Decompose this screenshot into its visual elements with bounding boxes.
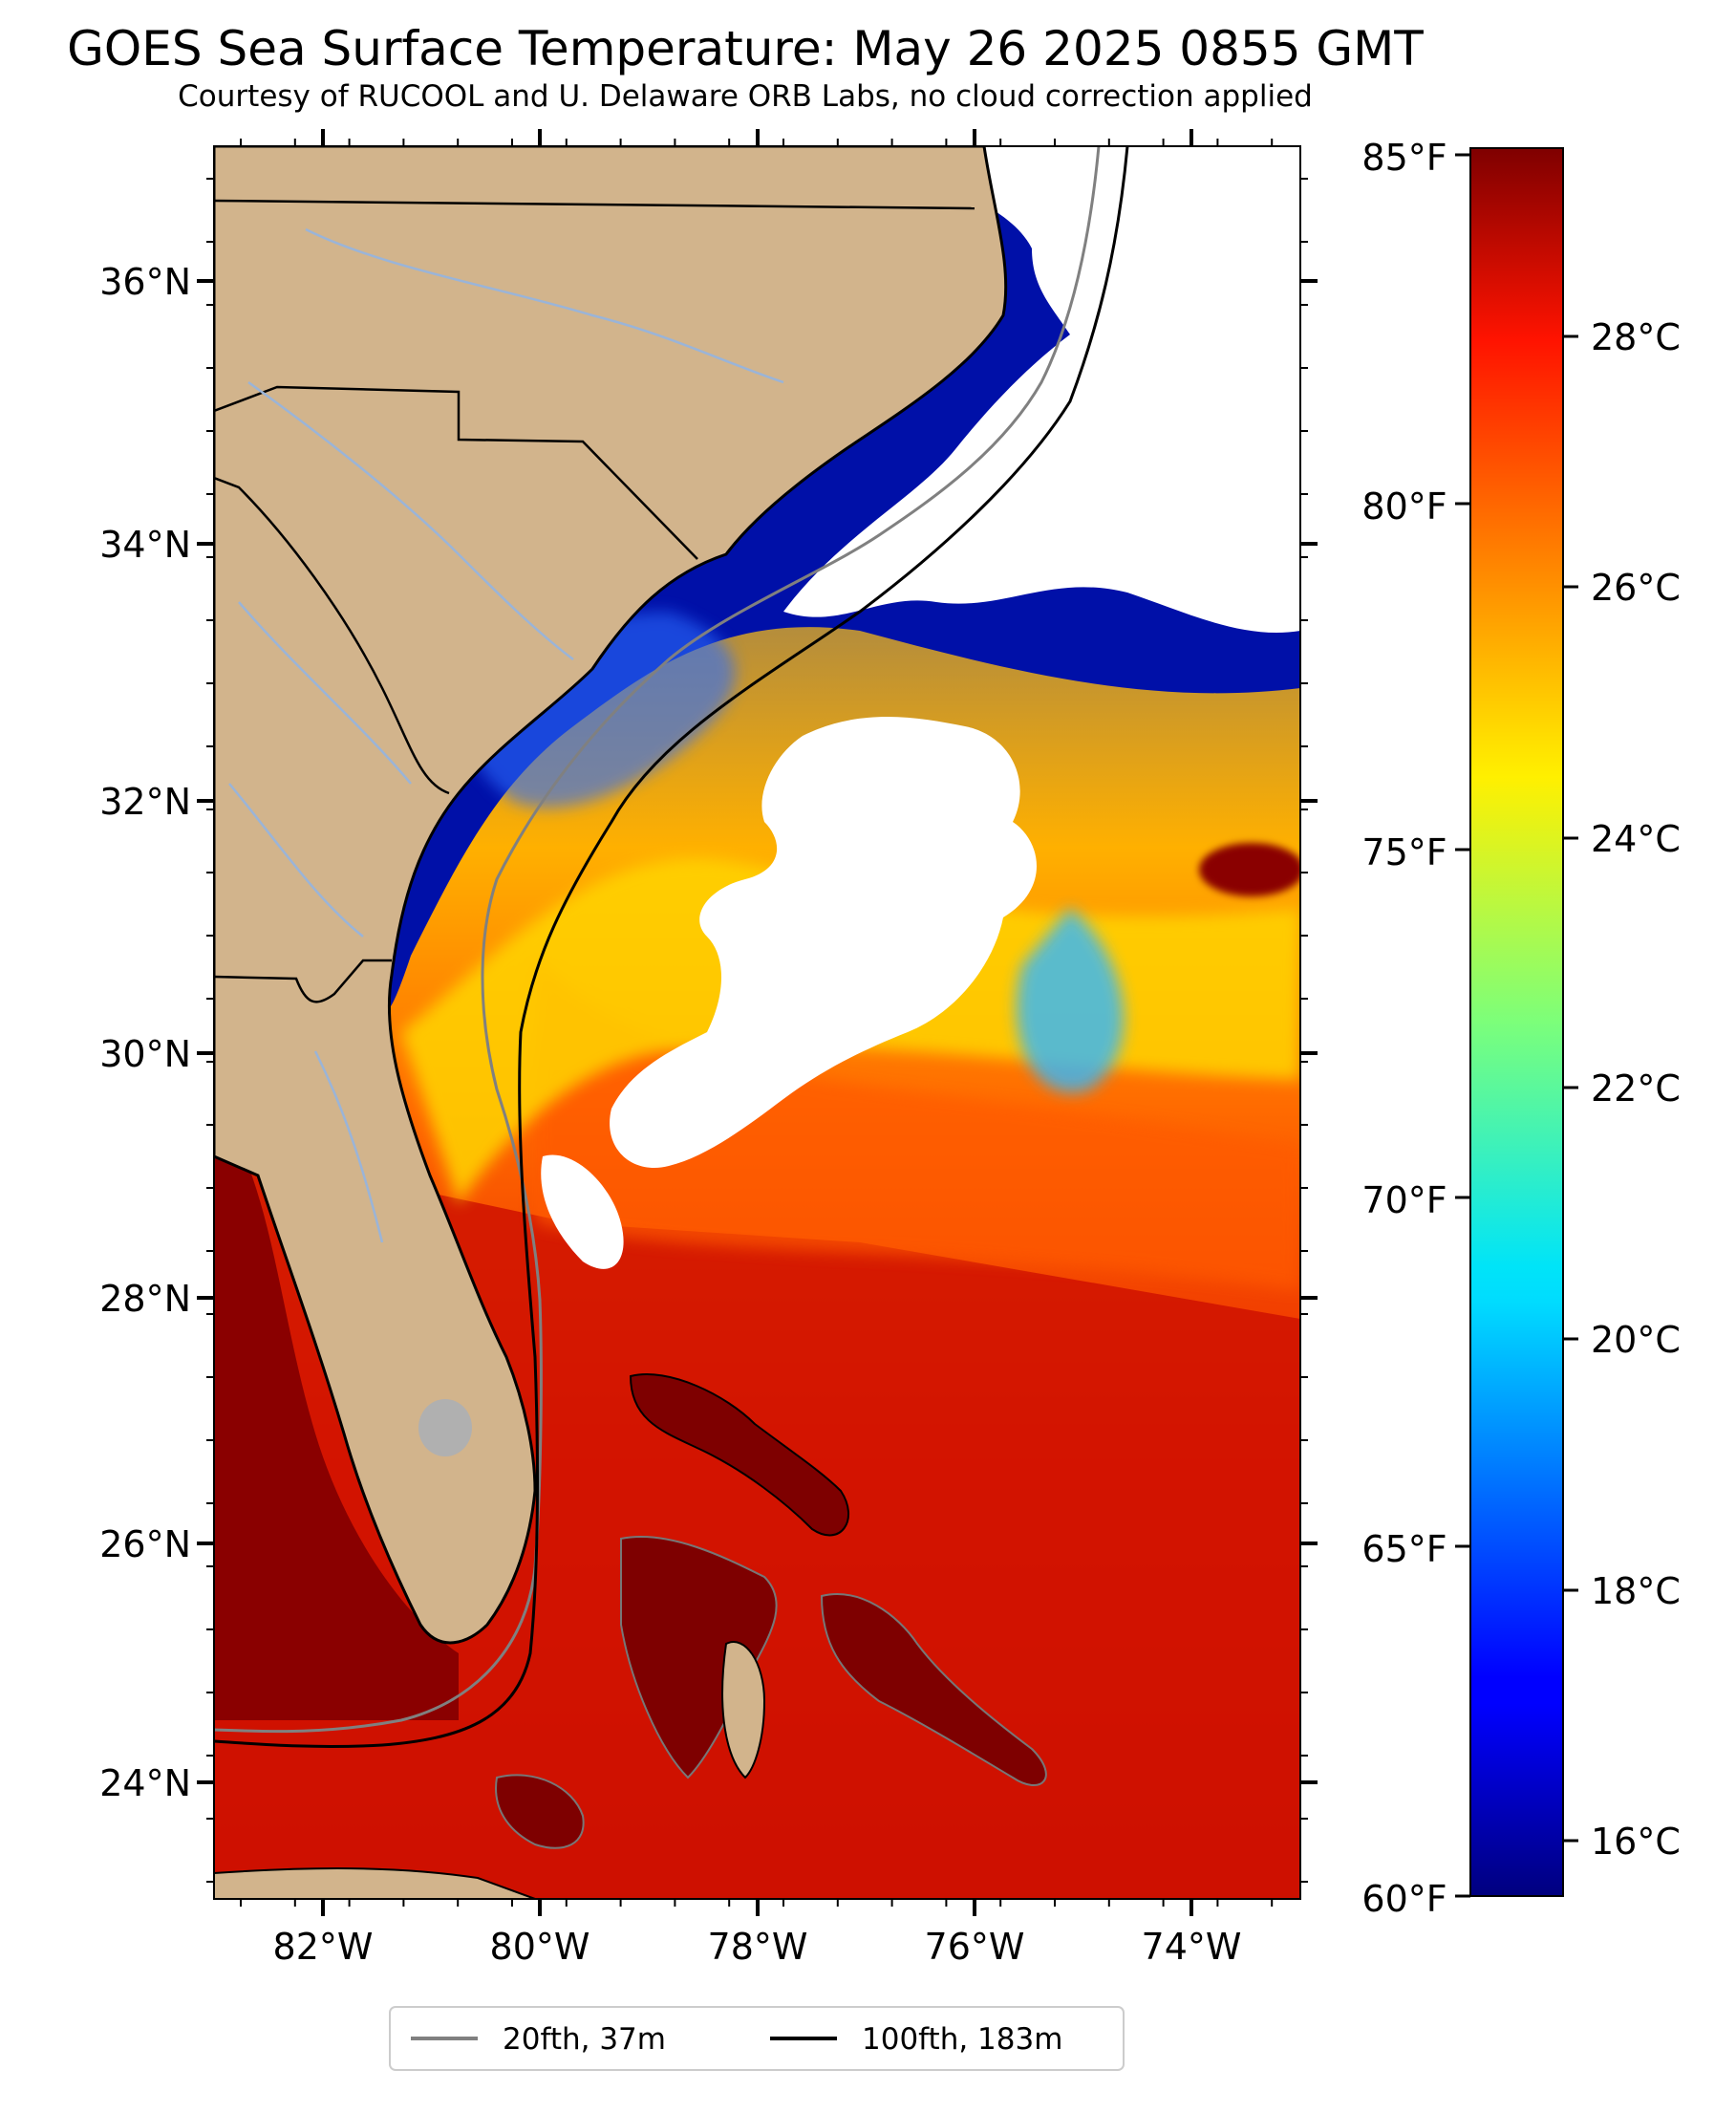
c-label: 24°C [1591, 818, 1681, 860]
lon-label: 80°W [490, 1926, 590, 1968]
lat-label: 28°N [99, 1278, 191, 1320]
lat-tick-26: 26°N [99, 1523, 1318, 1565]
f-label: 85°F [1361, 137, 1447, 179]
lon-label: 76°W [925, 1926, 1025, 1968]
c-tick-28: 28°C [1563, 316, 1681, 358]
fahrenheit-scale: 85°F 80°F 75°F 70°F 65°F 60°F [1361, 137, 1470, 1920]
lat-label: 34°N [99, 524, 191, 566]
rivers [228, 227, 784, 1243]
c-tick-18: 18°C [1563, 1570, 1681, 1612]
lat-tick-28: 28°N [99, 1278, 1318, 1320]
major-ticks: 36°N 34°N 32°N 30°N 28°N 26°N [99, 129, 1318, 1968]
lat-tick-36: 36°N [99, 261, 1318, 303]
orange-band [535, 956, 1300, 1290]
lat-label: 32°N [99, 781, 191, 823]
f-label: 80°F [1361, 485, 1447, 528]
f-tick-60: 60°F [1361, 1878, 1470, 1920]
legend-box [389, 2006, 1125, 2071]
c-tick-22: 22°C [1563, 1067, 1681, 1110]
celsius-scale: 28°C 26°C 24°C 22°C 20°C 18°C 16°C [1563, 316, 1681, 1863]
lon-tick-74: 74°W [1142, 129, 1242, 1968]
lon-tick-76: 76°W [925, 129, 1025, 1968]
f-tick-80: 80°F [1361, 485, 1470, 528]
exuma-bank [820, 1593, 1047, 1787]
f-tick-75: 75°F [1361, 831, 1470, 873]
little-bahama-bank [629, 1373, 850, 1537]
lat-tick-34: 34°N [99, 524, 1318, 566]
legend-label: 100fth, 183m [862, 2022, 1062, 2057]
colorbar: 85°F 80°F 75°F 70°F 65°F 60°F 28°C 26°C … [1361, 137, 1681, 1920]
c-tick-26: 26°C [1563, 567, 1681, 609]
c-label: 20°C [1591, 1319, 1681, 1361]
f-tick-65: 65°F [1361, 1528, 1470, 1570]
c-label: 26°C [1591, 567, 1681, 609]
lat-label: 30°N [99, 1033, 191, 1075]
isobath-20fth [214, 146, 1101, 1734]
minor-ticks [206, 139, 1308, 1907]
f-label: 65°F [1361, 1528, 1447, 1570]
va-nc-border [214, 199, 975, 210]
lon-tick-80: 80°W [490, 129, 590, 1968]
chart-subtitle: Courtesy of RUCOOL and U. Delaware ORB L… [178, 79, 1313, 114]
map-area [214, 146, 1300, 1899]
lat-label: 36°N [99, 261, 191, 303]
gulf-shelf [214, 1156, 459, 1720]
lake-okeechobee [418, 1399, 472, 1456]
lat-tick-24: 24°N [99, 1762, 1318, 1804]
chart-title: GOES Sea Surface Temperature: May 26 202… [67, 21, 1424, 76]
warm-core [1199, 843, 1300, 896]
lon-label: 82°W [273, 1926, 374, 1968]
f-label: 70°F [1361, 1179, 1447, 1221]
lat-tick-30: 30°N [99, 1033, 1318, 1075]
nc-sc-border [214, 385, 698, 560]
legend: 20fth, 37m 100fth, 183m [389, 2006, 1125, 2071]
lon-tick-82: 82°W [273, 129, 374, 1968]
cay-sal-bank [495, 1774, 585, 1849]
lon-tick-78: 78°W [708, 129, 808, 1968]
sc-ga-border [214, 476, 450, 795]
f-tick-70: 70°F [1361, 1179, 1470, 1221]
ga-fl-border [214, 959, 392, 1003]
legend-label: 20fth, 37m [503, 2022, 666, 2057]
c-label: 28°C [1591, 316, 1681, 358]
lon-label: 78°W [708, 1926, 808, 1968]
cool-eddy [1016, 908, 1125, 1093]
cloud-mask-central [610, 717, 1037, 1168]
lon-label: 74°W [1142, 1926, 1242, 1968]
f-label: 60°F [1361, 1878, 1447, 1920]
land-mass [214, 146, 1008, 1645]
c-label: 16°C [1591, 1821, 1681, 1863]
legend-item-100fth: 100fth, 183m [770, 2022, 1062, 2057]
cloud-mask-north [726, 146, 1300, 633]
andros-island [721, 1641, 766, 1779]
f-tick-85: 85°F [1361, 137, 1470, 179]
lat-label: 26°N [99, 1523, 191, 1565]
isobath-100fth [214, 146, 1129, 1748]
c-tick-24: 24°C [1563, 818, 1681, 860]
lat-tick-32: 32°N [99, 781, 1318, 823]
cloud-mask-small [541, 1154, 624, 1269]
lat-label: 24°N [99, 1762, 191, 1804]
f-label: 75°F [1361, 831, 1447, 873]
legend-item-20fth: 20fth, 37m [411, 2022, 666, 2057]
c-label: 22°C [1591, 1067, 1681, 1110]
c-tick-16: 16°C [1563, 1821, 1681, 1863]
c-tick-20: 20°C [1563, 1319, 1681, 1361]
c-label: 18°C [1591, 1570, 1681, 1612]
colorbar-gradient [1469, 147, 1564, 1897]
cuba-coast [214, 1867, 536, 1899]
